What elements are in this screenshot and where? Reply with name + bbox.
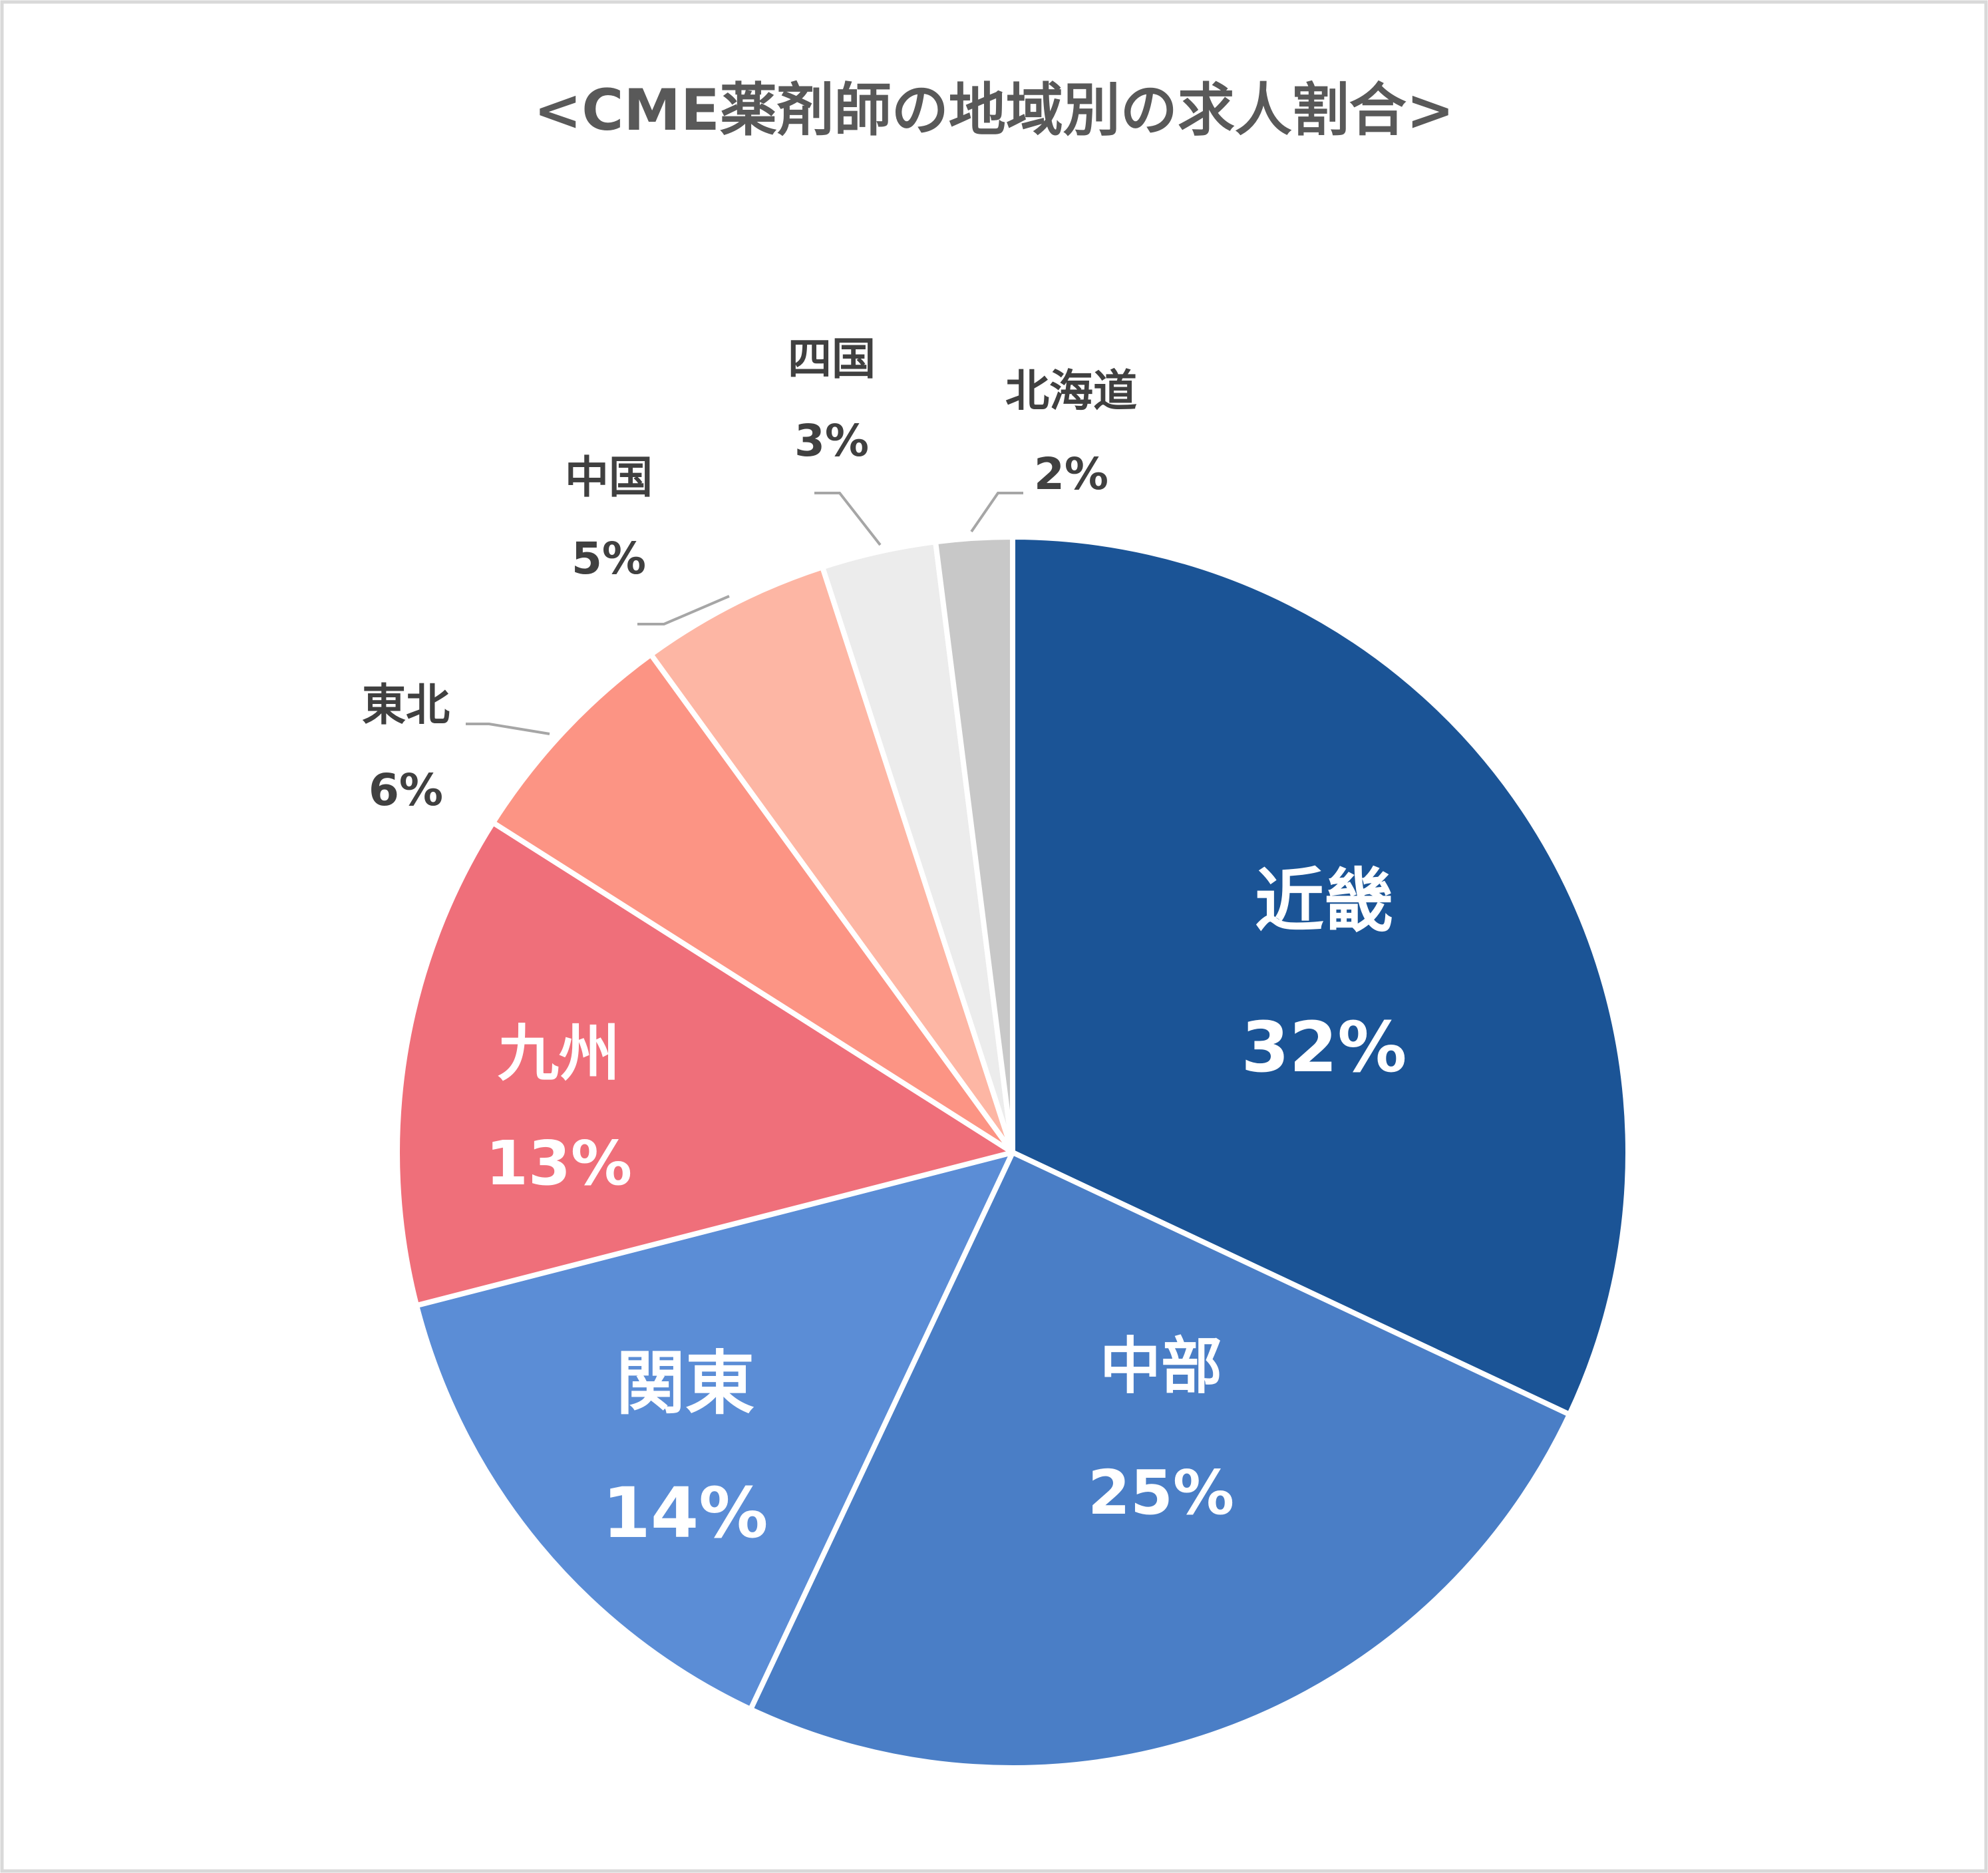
slice-category-label: 関東: [616, 1343, 754, 1424]
slice-value-label: 5%: [572, 533, 646, 584]
pie-slice: [490, 651, 1015, 1155]
slice-category-label: 近畿: [1255, 860, 1393, 941]
leader-line: [466, 723, 550, 735]
leader-line: [637, 595, 730, 625]
slice-category-label: 北海道: [1005, 365, 1137, 417]
pie-slices: [395, 534, 1631, 1771]
slice-value-label: 13%: [486, 1128, 632, 1199]
pie-slice: [414, 1150, 1015, 1712]
leader-line: [814, 492, 882, 546]
slice-value-label: 3%: [794, 415, 869, 466]
slice-category-label: 東北: [362, 679, 450, 731]
slice-labels: 近畿 32% 中部 25% 関東 14% 九州 13% 東北 6% 中国 5% 四国 3% 北海道 2%: [362, 333, 1407, 1554]
pie-slice: [748, 1150, 1572, 1771]
slice-category-label: 九州: [498, 1018, 620, 1089]
pie-slice: [395, 820, 1015, 1309]
pie-slice: [1010, 534, 1631, 1417]
slice-value-label: 32%: [1242, 1007, 1407, 1088]
leader-line: [970, 492, 1023, 533]
slice-value-label: 14%: [603, 1472, 768, 1554]
slice-value-label: 2%: [1034, 448, 1108, 500]
slice-value-label: 6%: [369, 765, 443, 816]
pie-slice: [933, 534, 1015, 1155]
slice-category-label: 四国: [788, 333, 876, 385]
chart-title: <CME薬剤師の地域別の求人割合>: [534, 77, 1454, 144]
leader-lines: [466, 492, 1023, 735]
pie-slice: [648, 564, 1015, 1155]
slice-category-label: 中部: [1100, 1331, 1222, 1402]
slice-category-label: 中国: [565, 452, 653, 503]
slice-value-label: 25%: [1088, 1457, 1234, 1528]
